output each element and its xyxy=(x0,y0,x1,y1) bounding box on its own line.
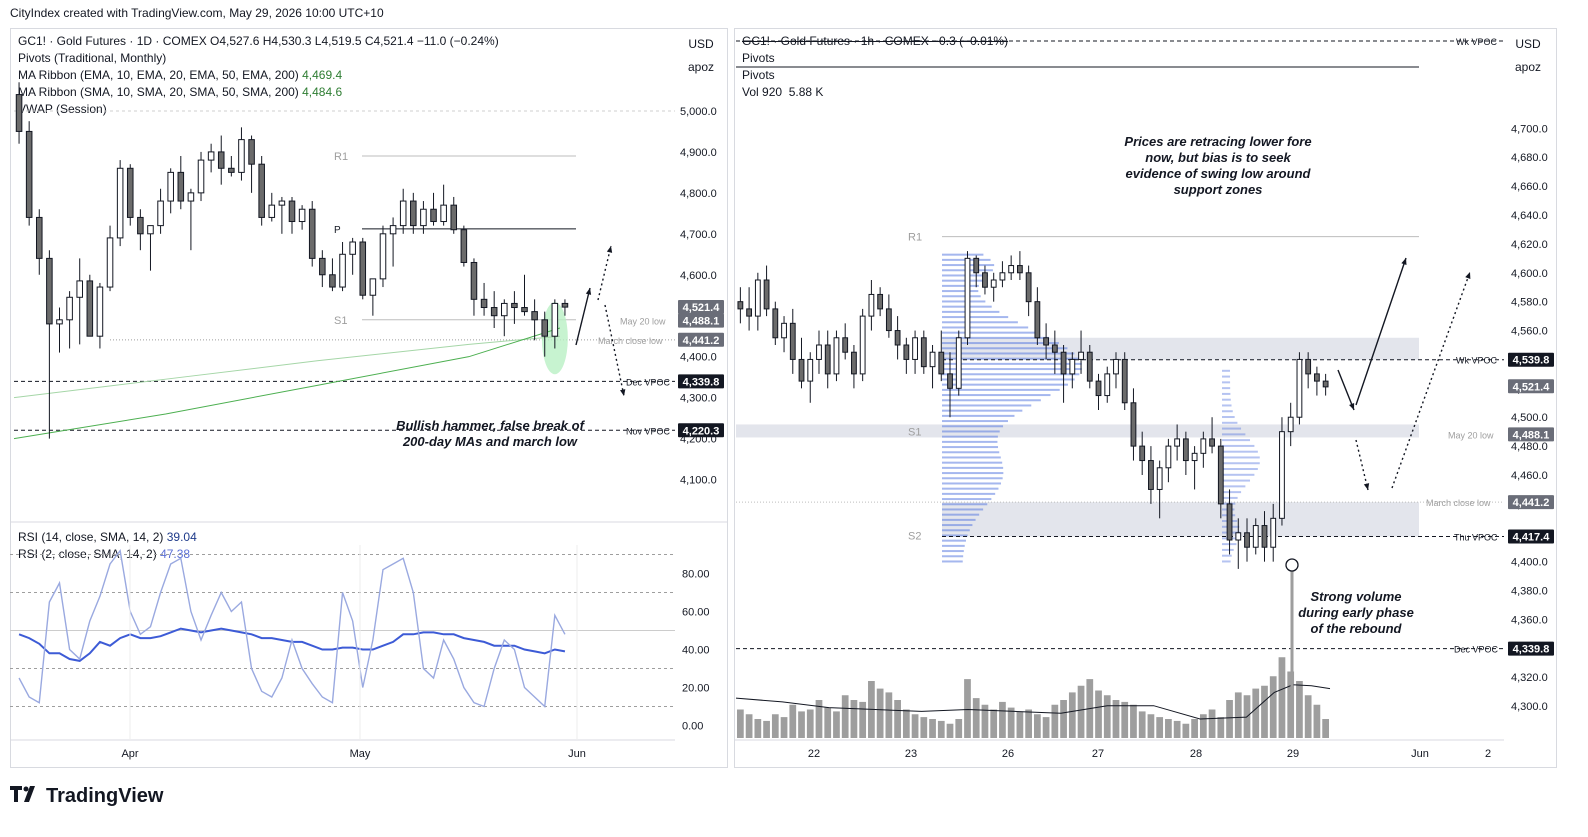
hourly-legend-pivots-2[interactable]: Pivots xyxy=(742,68,775,82)
rsi2-legend-label: RSI (2, close, SMA, 14, 2) xyxy=(18,547,157,561)
tradingview-brand-name: TradingView xyxy=(46,785,164,807)
daily-legend-symbol[interactable]: GC1! · Gold Futures · 1D · COMEX O4,527.… xyxy=(18,34,499,48)
hourly-price-axis[interactable] xyxy=(1504,28,1557,768)
hourly-annotation-bottom: Strong volume during early phase of the … xyxy=(1298,589,1414,636)
tradingview-logo-icon xyxy=(10,785,40,808)
hourly-volume-ma: 5.88 K xyxy=(788,85,824,99)
daily-unit-scale[interactable]: apoz xyxy=(687,60,715,74)
hourly-annotation-top: Prices are retracing lower fore now, but… xyxy=(1124,134,1312,197)
hourly-unit-scale[interactable]: apoz xyxy=(1514,60,1542,74)
rsi2-legend-value: 47.38 xyxy=(160,547,191,561)
daily-unit-currency[interactable]: USD xyxy=(688,37,714,51)
rsi14-legend-value: 39.04 xyxy=(166,530,197,544)
daily-chart-pane[interactable] xyxy=(10,28,677,768)
daily-legend: GC1! · Gold Futures · 1D · COMEX O4,527.… xyxy=(18,33,499,118)
daily-annotation: Bullish hammer, false break of 200-day M… xyxy=(396,418,584,449)
rsi14-legend[interactable]: RSI (14, close, SMA, 14, 2) 39.04 xyxy=(18,529,197,546)
hourly-legend-volume[interactable]: Vol 920 5.88 K xyxy=(742,84,1008,101)
daily-legend-sma-ribbon[interactable]: MA Ribbon (SMA, 10, SMA, 20, SMA, 50, SM… xyxy=(18,84,499,101)
tradingview-brand[interactable]: TradingView xyxy=(10,785,163,808)
daily-price-axis[interactable] xyxy=(675,28,728,768)
hourly-unit-currency[interactable]: USD xyxy=(1515,37,1541,51)
daily-legend-sma-label: MA Ribbon (SMA, 10, SMA, 20, SMA, 50, SM… xyxy=(18,85,299,99)
daily-legend-ema-ribbon[interactable]: MA Ribbon (EMA, 10, EMA, 20, EMA, 50, EM… xyxy=(18,67,499,84)
daily-legend-vwap[interactable]: VWAP (Session) xyxy=(18,102,107,116)
daily-legend-pivots[interactable]: Pivots (Traditional, Monthly) xyxy=(18,51,167,65)
hourly-legend-pivots-1[interactable]: Pivots xyxy=(742,51,775,65)
hourly-volume-label: Vol 920 xyxy=(742,85,783,99)
rsi-legend: RSI (14, close, SMA, 14, 2) 39.04 RSI (2… xyxy=(18,529,197,563)
rsi2-legend[interactable]: RSI (2, close, SMA, 14, 2) 47.38 xyxy=(18,546,197,563)
daily-legend-sma-value: 4,484.6 xyxy=(302,85,343,99)
hourly-legend-symbol[interactable]: GC1! · Gold Futures · 1h · COMEX −0.3 (−… xyxy=(742,34,1009,48)
hourly-legend: GC1! · Gold Futures · 1h · COMEX −0.3 (−… xyxy=(742,33,1008,101)
rsi14-legend-label: RSI (14, close, SMA, 14, 2) xyxy=(18,530,164,544)
daily-legend-ema-value: 4,469.4 xyxy=(302,68,343,82)
daily-legend-ema-label: MA Ribbon (EMA, 10, EMA, 20, EMA, 50, EM… xyxy=(18,68,299,82)
chart-header: CityIndex created with TradingView.com, … xyxy=(10,6,384,20)
